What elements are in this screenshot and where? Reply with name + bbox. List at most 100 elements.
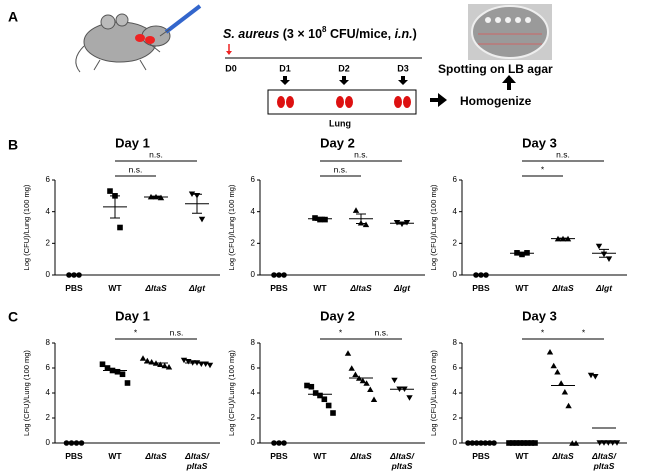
x-tick-label: ΔltaS xyxy=(349,283,372,293)
data-point xyxy=(572,440,580,446)
y-axis-label: Log (CFU)/Lung (100 mg) xyxy=(429,350,438,436)
data-point xyxy=(600,440,608,446)
data-point xyxy=(322,216,328,223)
y-tick-label: 4 xyxy=(46,388,51,397)
data-point xyxy=(352,207,360,213)
y-tick-label: 6 xyxy=(46,363,51,372)
data-point xyxy=(271,440,277,446)
box-label: Lung xyxy=(329,118,351,128)
x-tick-label-line: PBS xyxy=(65,451,83,461)
y-tick-label: 2 xyxy=(46,413,51,422)
step-label: Spotting on LB agar xyxy=(438,62,553,76)
x-tick-label: PBS xyxy=(270,451,288,461)
y-tick-label: 2 xyxy=(251,238,256,247)
x-tick-label-line: ΔltaS xyxy=(551,451,574,461)
significance-label: n.s. xyxy=(149,149,163,159)
y-tick-label: 0 xyxy=(453,270,458,279)
x-tick-label: Δlgt xyxy=(393,283,411,293)
organism: S. aureus xyxy=(223,27,279,41)
error-bar xyxy=(517,252,527,255)
day-label: D0 xyxy=(225,63,237,73)
x-tick-label-line: pltaS xyxy=(593,461,615,471)
data-point xyxy=(119,371,126,378)
data-point xyxy=(478,272,484,278)
x-tick-label: ΔltaS/pltaS xyxy=(389,451,415,471)
x-tick-label-line: Δlgt xyxy=(188,283,206,293)
dose: (3 × 10 xyxy=(279,27,322,41)
data-point xyxy=(317,392,323,399)
y-tick-label: 4 xyxy=(453,388,458,397)
y-tick-label: 2 xyxy=(453,413,458,422)
data-point xyxy=(613,440,621,446)
x-tick-label-line: PBS xyxy=(270,283,288,293)
y-tick-label: 4 xyxy=(251,388,256,397)
y-axis-label: Log (CFU)/Lung (100 mg) xyxy=(22,184,31,270)
x-tick-label-line: ΔltaS xyxy=(144,283,167,293)
x-tick-label: ΔltaS xyxy=(144,283,167,293)
data-point xyxy=(550,362,557,369)
data-point xyxy=(486,440,493,446)
x-tick-label-line: WT xyxy=(108,451,122,461)
y-axis-label: Log (CFU)/Lung (100 mg) xyxy=(429,184,438,270)
x-tick-label: PBS xyxy=(472,283,490,293)
data-point xyxy=(491,440,497,446)
x-tick-label: WT xyxy=(515,451,529,461)
data-point xyxy=(124,380,131,386)
y-tick-label: 6 xyxy=(46,175,51,184)
x-tick-label: Δlgt xyxy=(188,283,206,293)
data-point xyxy=(565,402,572,409)
data-point xyxy=(344,350,352,356)
data-point xyxy=(352,371,359,378)
error-bar xyxy=(558,237,568,240)
significance-label: * xyxy=(582,327,586,337)
data-point xyxy=(144,357,151,364)
data-point xyxy=(165,363,173,370)
data-point xyxy=(524,440,531,446)
y-tick-label: 8 xyxy=(453,338,458,347)
step-label: Homogenize xyxy=(460,94,532,108)
chart-title: Day 2 xyxy=(320,308,355,323)
y-tick-label: 2 xyxy=(251,413,256,422)
x-tick-label: WT xyxy=(108,283,122,293)
error-bar xyxy=(192,193,202,214)
y-tick-label: 4 xyxy=(251,207,256,216)
data-point xyxy=(506,440,512,446)
panel-label: C xyxy=(8,309,18,325)
x-tick-label-line: ΔltaS xyxy=(551,283,574,293)
data-point xyxy=(528,440,535,446)
data-point xyxy=(521,440,527,446)
significance-label: n.s. xyxy=(170,327,184,337)
data-point xyxy=(117,224,123,231)
data-point xyxy=(76,272,82,278)
data-point xyxy=(312,390,319,396)
x-tick-label: PBS xyxy=(270,283,288,293)
data-point xyxy=(483,272,489,278)
error-bar xyxy=(356,213,366,225)
x-tick-label-line: WT xyxy=(515,451,529,461)
data-point xyxy=(482,440,489,446)
chart-title: Day 3 xyxy=(522,308,557,323)
x-tick-label-line: WT xyxy=(313,283,327,293)
data-point xyxy=(66,272,72,278)
day-label: D3 xyxy=(397,63,409,73)
data-point xyxy=(596,440,603,446)
error-bar xyxy=(110,195,120,219)
x-tick-label-line: ΔltaS/ xyxy=(389,451,415,461)
x-tick-label-line: PBS xyxy=(472,283,490,293)
y-tick-label: 0 xyxy=(46,270,51,279)
y-tick-label: 0 xyxy=(453,438,458,447)
x-tick-label-line: WT xyxy=(515,283,529,293)
data-point xyxy=(359,377,367,384)
y-tick-label: 6 xyxy=(453,363,458,372)
chart-title: Day 1 xyxy=(115,135,150,150)
x-tick-label-line: WT xyxy=(108,283,122,293)
data-point xyxy=(609,440,616,446)
significance-label: * xyxy=(541,164,545,174)
data-point xyxy=(63,440,70,446)
data-point xyxy=(478,440,484,446)
data-point xyxy=(281,440,287,446)
y-tick-label: 4 xyxy=(46,207,51,216)
data-point xyxy=(308,383,315,390)
spotting-arrow xyxy=(502,75,516,90)
data-point xyxy=(304,382,310,389)
